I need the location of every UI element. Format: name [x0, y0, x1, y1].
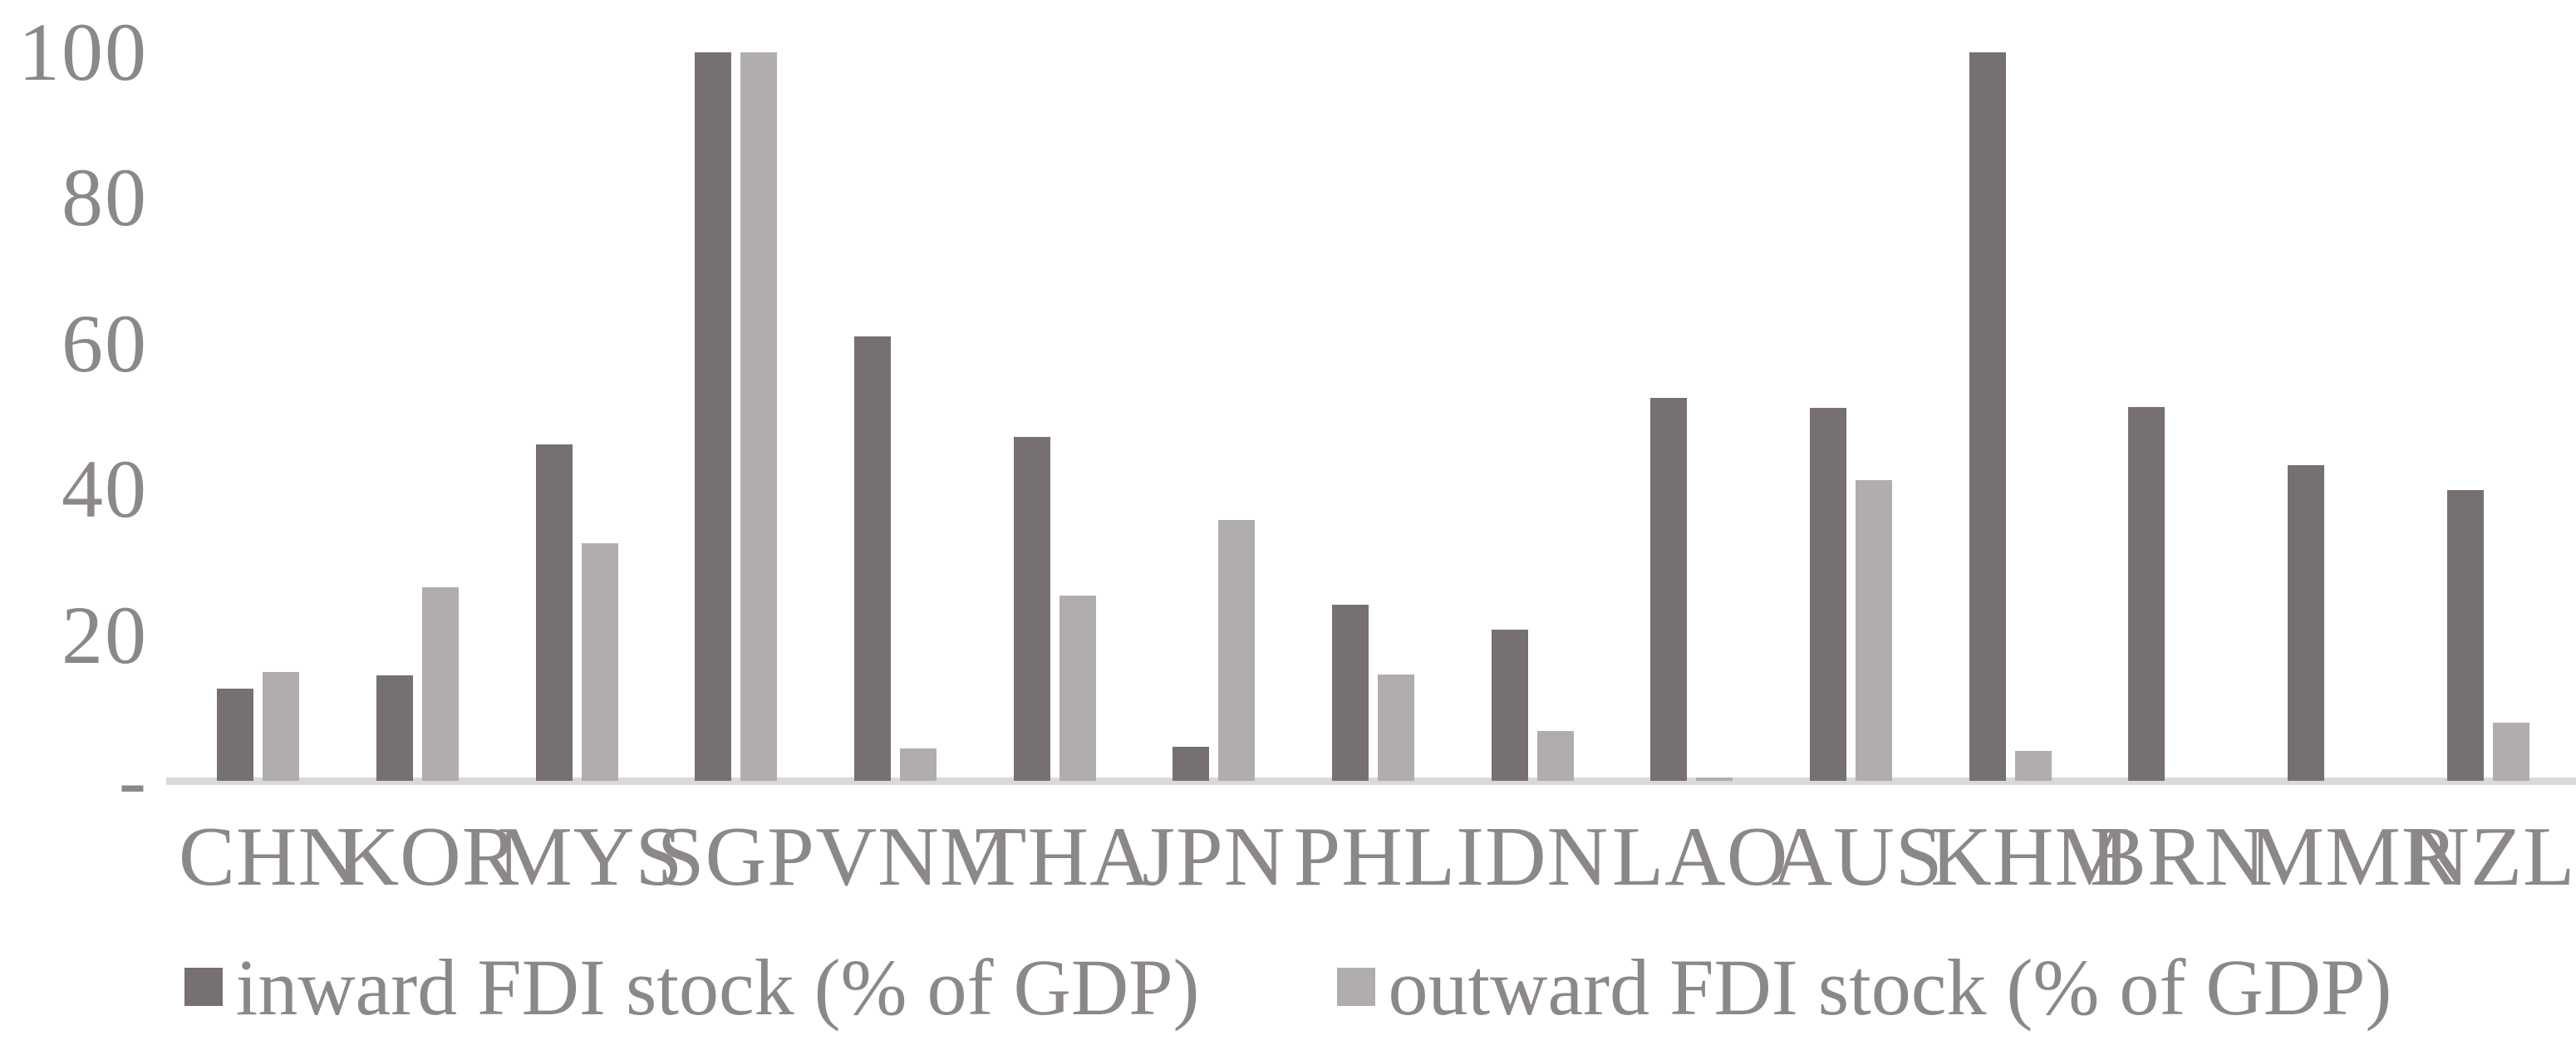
legend-label: inward FDI stock (% of GDP)	[235, 942, 1200, 1032]
x-category-label-lao: LAO	[1611, 810, 1789, 904]
bar-inward-lao	[1650, 398, 1688, 781]
legend-swatch-icon	[184, 968, 223, 1006]
bar-inward-jpn	[1172, 747, 1210, 781]
bar-inward-mys	[535, 444, 573, 781]
bar-inward-khm	[1969, 52, 2006, 781]
x-category-label-vnm: VNM	[815, 810, 1016, 904]
x-category-label-mmr: MMR	[2249, 810, 2459, 904]
bar-outward-mys	[581, 543, 618, 781]
bar-outward-khm	[2014, 751, 2052, 781]
bar-outward-tha	[1059, 596, 1096, 781]
bar-inward-brn	[2128, 407, 2166, 781]
legend-swatch-icon	[1336, 968, 1375, 1006]
bar-outward-aus	[1856, 480, 1892, 781]
bar-outward-chn	[263, 672, 300, 781]
x-category-label-idn: IDN	[1456, 810, 1610, 904]
bar-outward-kor	[422, 587, 459, 781]
bar-inward-phl	[1332, 605, 1369, 781]
x-category-label-brn: BRN	[2089, 810, 2267, 904]
legend-label: outward FDI stock (% of GDP)	[1388, 942, 2392, 1032]
x-axis-line	[166, 778, 2576, 785]
bar-outward-vnm	[900, 748, 937, 781]
bar-outward-nzl	[2492, 723, 2529, 781]
x-category-label-kor: KOR	[337, 810, 519, 904]
bar-outward-phl	[1378, 675, 1414, 781]
bar-inward-chn	[217, 689, 254, 781]
bar-outward-sgp	[740, 52, 778, 781]
bar-inward-nzl	[2446, 490, 2484, 781]
bar-outward-jpn	[1218, 520, 1256, 781]
y-tick-label: -	[118, 734, 148, 827]
bar-inward-vnm	[854, 336, 891, 781]
y-tick-label: 80	[61, 151, 148, 244]
bar-inward-mmr	[2288, 465, 2324, 781]
x-category-label-chn: CHN	[178, 810, 361, 904]
legend-entry-outward: outward FDI stock (% of GDP)	[1336, 941, 2392, 1033]
x-category-label-jpn: JPN	[1142, 810, 1286, 904]
legend: inward FDI stock (% of GDP) outward FDI s…	[0, 937, 2576, 1037]
y-tick-label: 60	[61, 297, 148, 390]
bar-inward-kor	[376, 675, 413, 781]
x-category-label-nzl: NZL	[2408, 810, 2576, 904]
bar-inward-aus	[1810, 408, 1846, 781]
bar-outward-lao	[1696, 778, 1733, 781]
x-category-label-tha: THA	[975, 810, 1152, 904]
bar-inward-tha	[1013, 437, 1050, 781]
x-category-label-sgp: SGP	[656, 810, 815, 904]
y-tick-label: 20	[61, 588, 148, 681]
x-category-label-mys: MYS	[497, 810, 684, 904]
x-category-label-aus: AUS	[1771, 810, 1944, 904]
bar-inward-idn	[1491, 630, 1528, 781]
bar-outward-idn	[1536, 731, 1574, 781]
y-tick-label: 100	[18, 6, 148, 98]
x-category-label-phl: PHL	[1293, 810, 1457, 904]
y-tick-label: 40	[61, 443, 148, 536]
legend-entry-inward: inward FDI stock (% of GDP)	[184, 941, 1200, 1033]
bar-inward-sgp	[695, 52, 732, 781]
x-category-label-khm: KHM	[1930, 810, 2131, 904]
